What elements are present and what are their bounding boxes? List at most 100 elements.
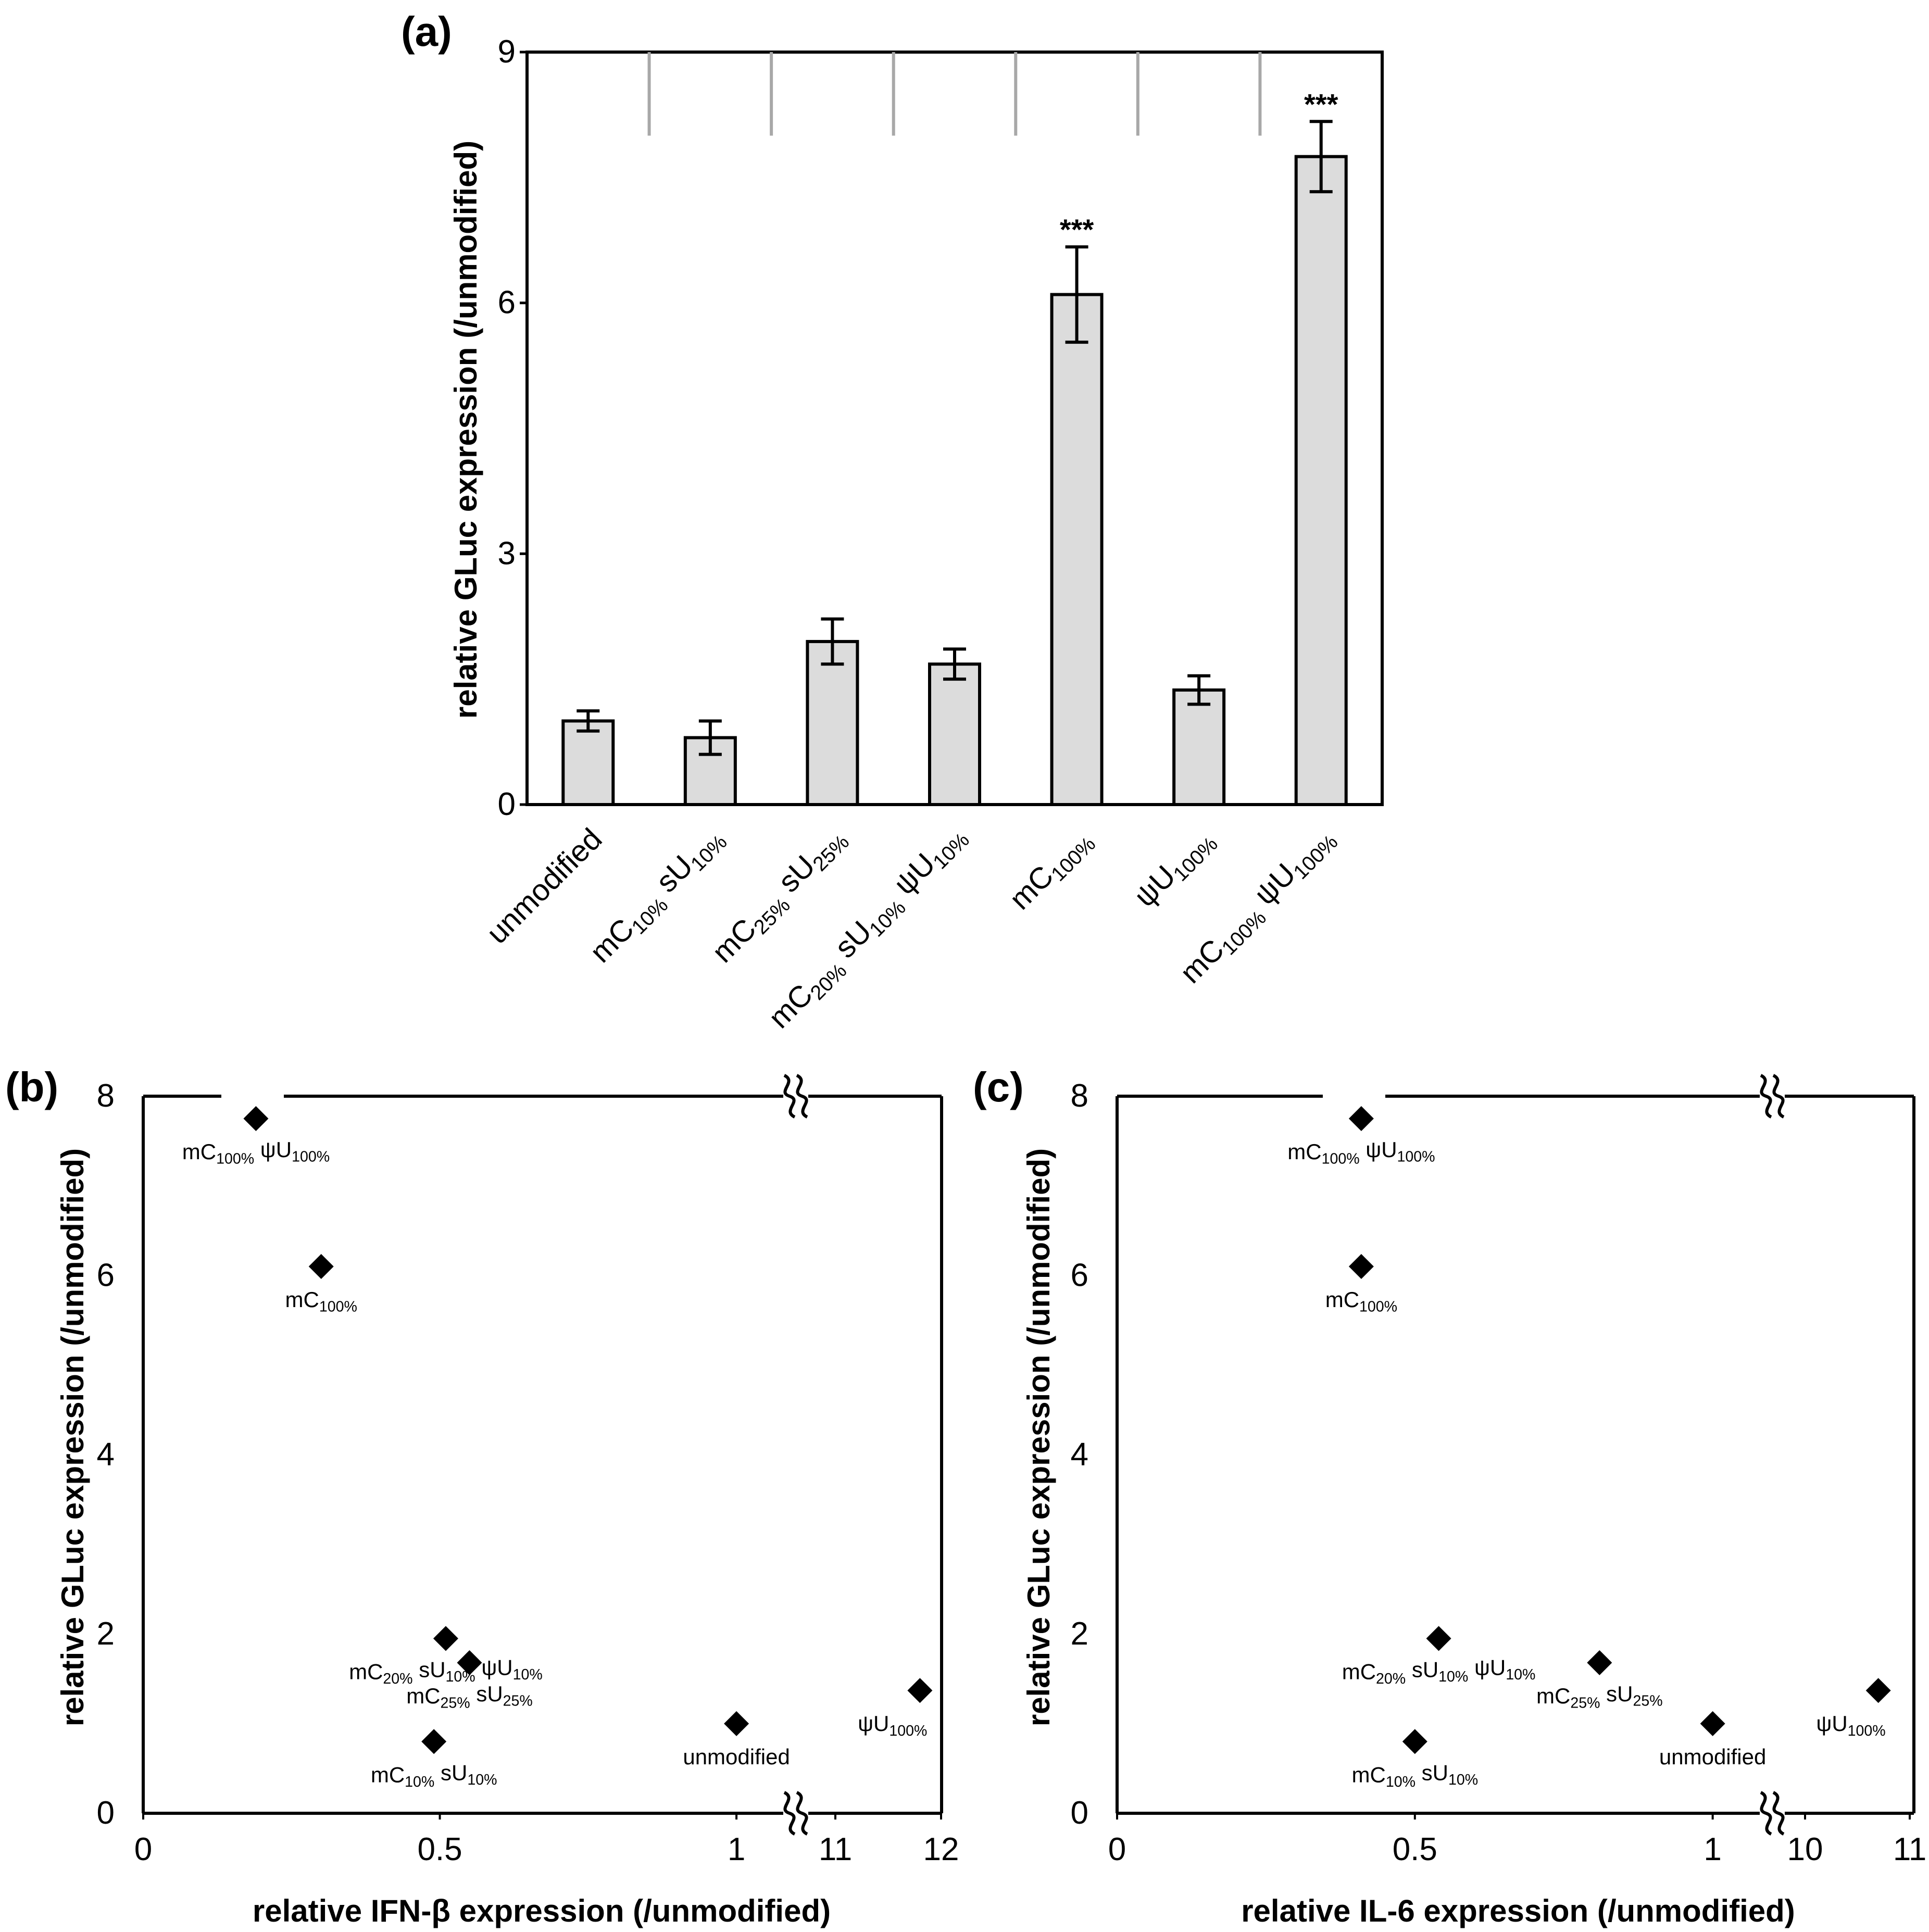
b-point-2 <box>433 1626 458 1651</box>
panel-a-letter: (a) <box>401 8 452 55</box>
c-point-label-3-part-3: 25% <box>1633 1692 1663 1709</box>
c-point-6 <box>1865 1678 1891 1703</box>
b-point-label-4: mC10% sU10% <box>371 1760 497 1790</box>
panel-c-x-axis-title: relative IL-6 expression (/unmodified) <box>1241 1893 1795 1928</box>
panel-a-category-label-0-part-0: unmodified <box>480 822 609 950</box>
panel-a-significance-6: *** <box>1304 87 1338 120</box>
c-point-3 <box>1587 1650 1612 1675</box>
b-point-label-2-part-0: mC <box>349 1659 383 1684</box>
c-point-label-0-part-0: mC <box>1287 1139 1321 1164</box>
b-point-label-0-part-3: 100% <box>292 1149 330 1165</box>
panel-a-ytick-label-2: 6 <box>498 285 516 321</box>
b-point-6 <box>907 1678 933 1703</box>
b-point-label-3: mC25% sU25% <box>406 1682 533 1712</box>
b-point-label-3-part-3: 25% <box>503 1692 533 1709</box>
c-point-5 <box>1700 1711 1725 1736</box>
b-point-0 <box>243 1106 269 1132</box>
b-point-label-2-part-5: 10% <box>513 1666 543 1683</box>
panel-a-bar-2 <box>806 639 859 806</box>
panel-a-significance-4: *** <box>1060 213 1094 246</box>
c-ytick-label-4: 8 <box>1071 1078 1088 1114</box>
panel-c-axes: 0 2 4 6 8 0 0.5 1 10 11 <box>1071 1078 1927 1867</box>
c-ytick-label-0: 0 <box>1071 1795 1088 1831</box>
c-point-label-0-part-3: 100% <box>1397 1149 1435 1165</box>
panel-b-points: mC100% ψU100%mC100%mC20% sU10% ψU10%mC25… <box>182 1106 933 1790</box>
b-point-label-1-part-1: 100% <box>319 1299 357 1315</box>
c-point-0 <box>1348 1106 1374 1132</box>
c-point-label-3-part-2: sU <box>1600 1682 1633 1706</box>
c-xtick-broken-label-1: 11 <box>1893 1831 1926 1867</box>
b-ytick-label-0: 0 <box>97 1795 115 1831</box>
c-break-mark-top-2 <box>1772 1074 1785 1119</box>
panel-c-frame <box>1116 1074 1915 1836</box>
c-point-label-2-part-5: 10% <box>1506 1666 1535 1683</box>
b-point-label-6: ψU100% <box>858 1711 927 1739</box>
panel-a-bars: *** *** <box>561 87 1348 807</box>
b-xtick-label-1: 0.5 <box>417 1831 462 1867</box>
b-point-5 <box>724 1711 749 1736</box>
c-xtick-label-0: 0 <box>1108 1831 1126 1867</box>
c-ytick-label-3: 6 <box>1071 1257 1088 1293</box>
panel-c-letter: (c) <box>973 1064 1024 1110</box>
c-point-1 <box>1348 1254 1374 1279</box>
b-point-label-1: mC100% <box>285 1287 357 1315</box>
b-break-mark-top-1 <box>783 1074 796 1119</box>
b-point-label-1-part-0: mC <box>285 1287 319 1312</box>
panel-a-category-label-4-part-1: 100% <box>1047 833 1100 886</box>
b-point-label-5-part-0: unmodified <box>683 1745 790 1769</box>
c-point-label-2-part-1: 20% <box>1376 1671 1406 1687</box>
c-point-label-5: unmodified <box>1659 1745 1766 1769</box>
c-point-label-5-part-0: unmodified <box>1659 1745 1766 1769</box>
b-point-1 <box>308 1254 334 1279</box>
b-point-label-3-part-1: 25% <box>441 1695 470 1711</box>
c-point-label-6-part-0: ψU <box>1816 1711 1847 1736</box>
b-point-label-6-part-0: ψU <box>858 1711 889 1736</box>
b-point-label-4-part-3: 10% <box>467 1772 497 1788</box>
c-point-label-1: mC100% <box>1325 1287 1397 1315</box>
panel-a-category-label-3: mC20% sU10% ψU10% <box>758 818 978 1037</box>
panel-b-frame <box>142 1074 943 1836</box>
b-ytick-label-3: 6 <box>97 1257 115 1293</box>
c-point-label-0-part-1: 100% <box>1322 1151 1360 1168</box>
c-break-mark-bottom-2 <box>1772 1791 1785 1836</box>
c-break-mark-bottom-1 <box>1760 1791 1772 1836</box>
panel-a-category-label-5-part-1: 100% <box>1169 833 1222 886</box>
b-point-4 <box>421 1729 447 1754</box>
b-ytick-label-2: 4 <box>97 1437 115 1473</box>
panel-a-bar-5 <box>1172 688 1226 807</box>
b-ytick-label-4: 8 <box>97 1078 115 1114</box>
c-point-label-6: ψU100% <box>1816 1711 1885 1739</box>
c-point-label-2-part-3: 10% <box>1438 1668 1468 1685</box>
b-point-label-3-part-2: sU <box>470 1682 503 1706</box>
b-point-label-0: mC100% ψU100% <box>182 1137 330 1168</box>
b-point-label-4-part-1: 10% <box>405 1774 434 1790</box>
b-xtick-broken-label-0: 11 <box>819 1831 852 1867</box>
panel-a-bar-0 <box>561 719 615 807</box>
c-point-label-2-part-0: mC <box>1342 1659 1376 1684</box>
b-xtick-label-0: 0 <box>134 1831 152 1867</box>
c-point-label-3: mC25% sU25% <box>1536 1682 1663 1712</box>
c-point-label-6-part-1: 100% <box>1848 1723 1886 1739</box>
panel-a-category-label-6-part-3: 100% <box>1289 831 1342 884</box>
b-point-label-0-part-0: mC <box>182 1139 216 1164</box>
c-xtick-broken-label-0: 10 <box>1787 1831 1823 1867</box>
b-point-3 <box>457 1650 482 1675</box>
c-point-2 <box>1426 1626 1451 1651</box>
panel-a-category-label-0: unmodified <box>480 822 609 950</box>
c-point-label-3-part-0: mC <box>1536 1684 1570 1708</box>
b-break-mark-top-2 <box>796 1074 808 1119</box>
c-point-label-4: mC10% sU10% <box>1352 1760 1479 1790</box>
panel-a-ytick-label-1: 3 <box>498 535 516 571</box>
b-point-label-4-part-2: sU <box>434 1760 467 1785</box>
panel-a-ytick-label-0: 0 <box>498 786 516 822</box>
b-ytick-label-1: 2 <box>97 1616 115 1652</box>
c-xtick-label-1: 0.5 <box>1393 1831 1437 1867</box>
panel-a-y-axis: 0 3 6 9 <box>498 34 527 822</box>
panel-a-bar-6 <box>1294 155 1348 806</box>
